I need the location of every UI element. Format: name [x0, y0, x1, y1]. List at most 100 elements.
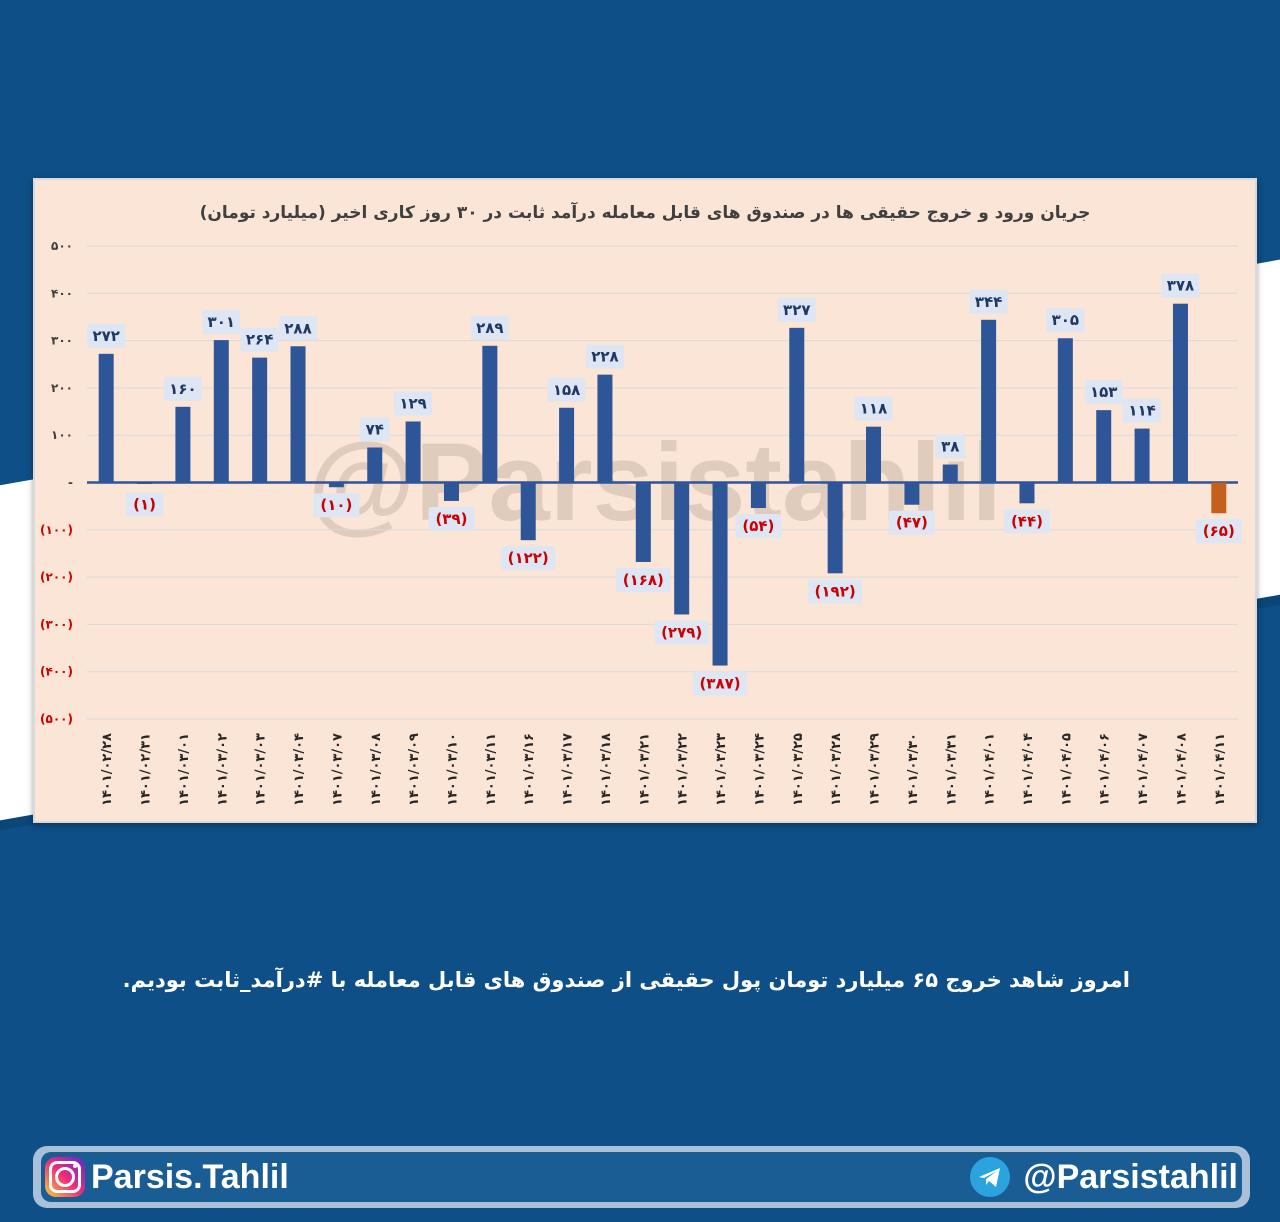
data-label: ۳۸ [941, 438, 959, 456]
data-label-box [163, 376, 202, 401]
bar [1057, 338, 1073, 483]
bar [789, 327, 805, 483]
x-tick-label: ۱۴۰۱/۰۳/۱۸ [599, 733, 614, 806]
data-label-box [1161, 273, 1200, 298]
data-label: ۱۱۸ [860, 400, 887, 418]
data-label-box [470, 315, 509, 340]
data-label-box [735, 514, 782, 539]
data-label: ۲۸۹ [476, 319, 503, 337]
data-label-box [854, 396, 893, 421]
footer-bar: Parsis.Tahlil @Parsistahlil [33, 1146, 1250, 1208]
x-tick-label: ۱۴۰۱/۰۴/۰۷ [1136, 733, 1151, 806]
data-label-box [359, 417, 390, 442]
x-tick-label: ۱۴۰۱/۰۳/۰۱ [177, 733, 192, 806]
x-tick-label: ۱۴۰۱/۰۴/۰۱ [983, 733, 998, 806]
bar [137, 482, 153, 484]
bar [213, 340, 229, 483]
bar [750, 482, 766, 509]
y-tick-label: ۳۰۰ [51, 334, 73, 348]
data-label: (۲۷۹) [661, 623, 702, 641]
x-tick-label: ۱۴۰۱/۰۳/۰۷ [330, 733, 345, 806]
caption-text: امروز شاهد خروج ۶۵ میلیارد تومان پول حقی… [122, 968, 1130, 992]
x-tick-label: ۱۴۰۱/۰۳/۰۴ [292, 733, 307, 806]
x-tick-label: ۱۴۰۱/۰۳/۰۹ [407, 733, 422, 806]
x-tick-label: ۱۴۰۱/۰۳/۲۹ [868, 733, 883, 806]
data-label-box [777, 297, 816, 322]
bar [1096, 410, 1112, 483]
data-label: ۱۶۰ [169, 380, 196, 398]
data-label: (۱) [133, 496, 156, 514]
x-tick-label: ۱۴۰۱/۰۳/۲۳ [714, 733, 729, 806]
bar [290, 346, 306, 483]
y-tick-label: ۴۰۰ [51, 286, 73, 300]
data-label: ۲۸۸ [284, 319, 311, 337]
y-tick-label: - [68, 476, 73, 490]
data-label-box [693, 671, 748, 696]
x-tick-label: ۱۴۰۱/۰۳/۱۷ [561, 733, 576, 806]
data-label: (۳۸۷) [699, 675, 740, 693]
data-label-box [969, 289, 1008, 314]
instagram-icon[interactable] [45, 1157, 85, 1197]
data-label: (۱۶۸) [623, 571, 664, 589]
data-label-box [240, 327, 279, 352]
y-tick-label: (۱۰۰) [40, 523, 73, 537]
x-tick-label: ۱۴۰۱/۰۳/۲۲ [676, 733, 691, 806]
x-tick-label: ۱۴۰۱/۰۳/۰۸ [369, 733, 384, 806]
data-label-box [888, 510, 935, 535]
data-label: ۳۰۵ [1052, 311, 1079, 329]
data-label: (۴۴) [1011, 512, 1043, 530]
bar [175, 406, 191, 483]
data-label: ۱۵۳ [1090, 383, 1117, 401]
x-tick-label: ۱۴۰۱/۰۴/۰۴ [1021, 733, 1036, 806]
bar [827, 482, 843, 574]
data-label-box [202, 310, 241, 335]
telegram-handle[interactable]: @Parsistahlil [1023, 1158, 1238, 1196]
data-label-box [501, 546, 556, 571]
data-label-box [428, 506, 475, 531]
y-tick-label: ۱۰۰ [51, 428, 73, 442]
x-tick-label: ۱۴۰۱/۰۳/۰۳ [254, 733, 269, 806]
bar [1019, 482, 1035, 504]
x-tick-label: ۱۴۰۱/۰۳/۲۵ [791, 733, 806, 806]
x-tick-label: ۱۴۰۱/۰۲/۲۸ [100, 733, 115, 806]
x-tick-label: ۱۴۰۱/۰۳/۰۲ [215, 733, 230, 806]
telegram-icon[interactable] [970, 1157, 1010, 1197]
data-label-box [1084, 380, 1123, 405]
y-tick-label: ۵۰۰ [51, 239, 73, 253]
bar [866, 426, 882, 483]
x-tick-label: ۱۴۰۱/۰۲/۳۱ [139, 733, 154, 806]
data-label-box [125, 492, 164, 517]
data-label: (۵۴) [742, 517, 774, 535]
x-tick-label: ۱۴۰۱/۰۴/۰۸ [1174, 733, 1189, 806]
data-label-box [585, 344, 624, 369]
bar [674, 482, 690, 615]
data-label: ۳۷۸ [1167, 277, 1194, 295]
data-label: ۱۲۹ [399, 394, 426, 412]
data-label: (۶۵) [1203, 522, 1235, 540]
x-tick-label: ۱۴۰۱/۰۳/۱۱ [484, 733, 499, 806]
bar [1172, 303, 1188, 483]
data-label-box [279, 316, 318, 341]
data-label-box [1003, 509, 1050, 534]
bar [712, 482, 728, 666]
data-label: ۱۱۴ [1128, 402, 1155, 420]
bar [98, 353, 114, 483]
x-tick-label: ۱۴۰۱/۰۳/۱۶ [522, 733, 537, 806]
data-label: ۳۲۷ [783, 301, 810, 319]
data-label-box [1046, 308, 1085, 333]
bar [1211, 482, 1227, 514]
instagram-handle[interactable]: Parsis.Tahlil [91, 1158, 289, 1196]
data-label-box [808, 579, 863, 604]
y-tick-label: (۲۰۰) [40, 570, 73, 584]
data-label-box [313, 493, 360, 518]
data-label-box [87, 323, 126, 348]
bar [635, 482, 651, 562]
bar [328, 482, 344, 488]
footer-inner [41, 1152, 1242, 1202]
bar [367, 447, 383, 483]
bar [559, 407, 575, 483]
y-tick-label: (۴۰۰) [40, 665, 73, 679]
bar [904, 482, 920, 505]
data-label: ۲۶۴ [246, 331, 273, 349]
